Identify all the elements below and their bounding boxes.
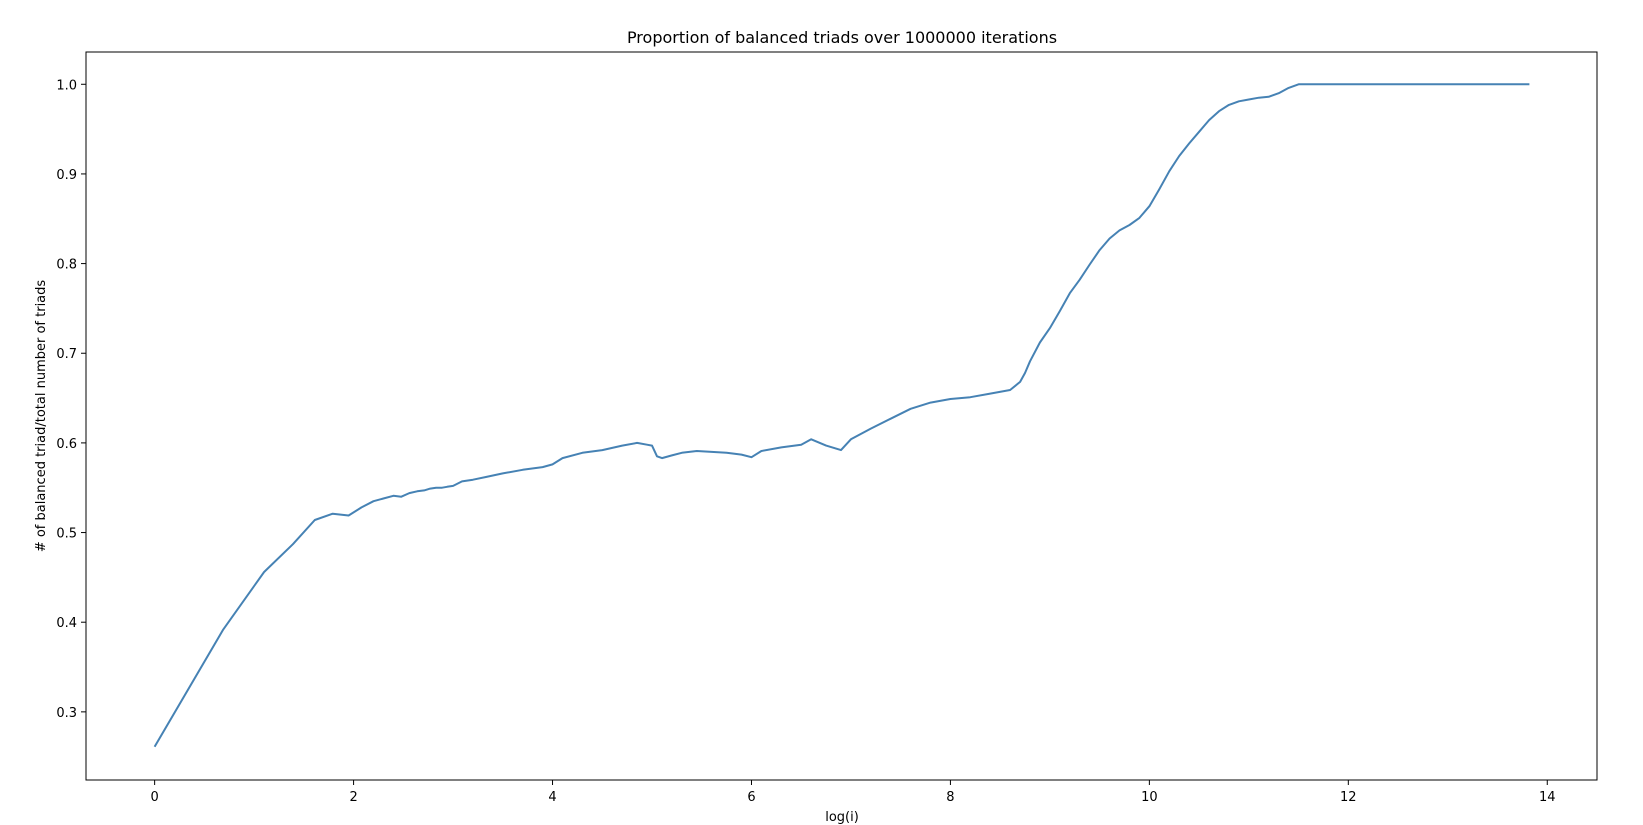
x-tick-label: 10 [1141,790,1158,805]
x-tick-label: 0 [150,790,158,805]
plot-frame [85,51,1598,781]
x-tick-label: 6 [747,790,755,805]
y-tick-label: 0.6 [56,437,77,452]
x-axis: 0 2 4 6 8 10 12 14 [150,780,1556,805]
x-tick-label: 4 [548,790,556,805]
y-tick-label: 0.9 [56,168,77,183]
x-tick-label: 14 [1539,790,1556,805]
chart-title: Proportion of balanced triads over 10000… [627,28,1057,47]
x-axis-label: log(i) [825,810,859,825]
y-tick-label: 1.0 [56,78,77,93]
x-tick-label: 12 [1340,790,1357,805]
y-tick-label: 0.8 [56,258,77,273]
y-tick-label: 0.7 [56,347,77,362]
y-tick-label: 0.4 [56,616,77,631]
y-tick-label: 0.5 [56,527,77,542]
x-tick-label: 8 [946,790,954,805]
x-tick-label: 2 [349,790,357,805]
series-line [153,83,1530,748]
y-axis: 0.3 0.4 0.5 0.6 0.7 0.8 0.9 1.0 [56,78,86,721]
y-axis-label: # of balanced triad/total number of tria… [34,280,49,553]
y-tick-label: 0.3 [56,706,77,721]
